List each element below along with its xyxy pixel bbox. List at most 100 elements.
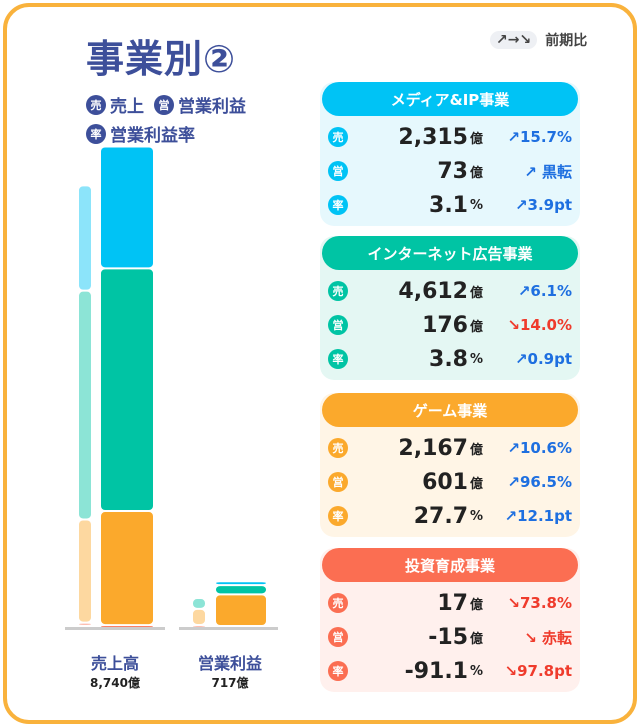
metric-unit: %: [470, 663, 484, 679]
metric-value: 2,315: [398, 124, 468, 150]
metric-unit: 億: [470, 597, 484, 613]
metric-row: 営 176 億 ↘14.0%: [328, 308, 572, 342]
prev-bar-segment: [79, 520, 91, 622]
metric-icon: 営: [328, 472, 348, 492]
metric-unit: 億: [470, 319, 484, 335]
metric-value: -15: [428, 624, 468, 650]
prev-bar-segment: [193, 609, 205, 624]
segment-card: 投資育成事業売 17 億 ↘73.8% 営 -15 億 ↘ 赤転率 -91.1% ↘97.8pt: [320, 548, 580, 692]
legend-label: 営業利益率: [110, 126, 195, 146]
metric-icon: 営: [328, 627, 348, 647]
yoy-change: ↘73.8%: [507, 594, 572, 612]
yoy-change: ↘14.0%: [507, 316, 572, 334]
baseline: [65, 627, 165, 630]
yoy-change: ↗3.9pt: [514, 196, 572, 214]
yoy-change: ↗ 黒転: [524, 162, 572, 181]
metric-unit: 億: [470, 285, 484, 301]
bar-segment: [101, 512, 153, 625]
metric-icon: 売: [328, 438, 348, 458]
metric-icon: 売: [328, 281, 348, 301]
bar-segment: [101, 269, 153, 511]
metric-value: 27.7: [413, 503, 468, 529]
bar-segment: [101, 626, 153, 628]
metric-unit: 億: [470, 476, 484, 492]
prev-bar-segment: [193, 625, 205, 627]
x-label-profit: 営業利益: [197, 654, 262, 673]
metric-row: 営 73 億 ↗ 黒転: [328, 154, 572, 188]
metric-value: 176: [422, 312, 468, 338]
x-label-sales: 売上高: [90, 654, 139, 673]
trend-arrows-icon: ↗→↘: [490, 31, 538, 49]
bar-segment: [216, 595, 266, 625]
legend-label: 売上: [110, 97, 144, 117]
yoy-change: ↘ 赤転: [524, 628, 572, 647]
metric-unit: 億: [470, 631, 484, 647]
metric-value: 4,612: [398, 278, 468, 304]
metric-icon: 率: [328, 195, 348, 215]
metric-icon: 営: [328, 315, 348, 335]
legend-margin: 率営業利益率: [86, 121, 195, 146]
prev-bar-segment: [193, 599, 205, 608]
segment-header: インターネット広告事業: [322, 236, 578, 270]
profit-icon: 営: [154, 94, 174, 115]
prev-bar-segment: [79, 291, 91, 519]
yoy-change: ↗15.7%: [507, 128, 572, 146]
metric-row: 率 3.1% ↗3.9pt: [328, 188, 572, 222]
yoy-change: ↗6.1%: [517, 282, 572, 300]
legend-sales: 売売上営営業利益: [86, 92, 246, 117]
yoy-change: ↗10.6%: [507, 439, 572, 457]
previous-period-legend: ↗→↘ 前期比: [490, 30, 587, 50]
metric-icon: 売: [328, 127, 348, 147]
metric-icon: 率: [328, 661, 348, 681]
segment-card: ゲーム事業売 2,167 億 ↗10.6% 営 601 億 ↗96.5% 率 27.7% ↗12.1…: [320, 393, 580, 537]
metric-value: 601: [422, 469, 468, 495]
legend-label: 営業利益: [178, 97, 246, 117]
prev-label: 前期比: [545, 33, 588, 49]
stacked-bar-chart: [65, 147, 278, 630]
bar-segment: [216, 586, 266, 594]
yoy-change: ↗0.9pt: [514, 350, 572, 368]
metric-row: 売 2,315 億 ↗15.7%: [328, 120, 572, 154]
metric-value: 73: [437, 158, 468, 184]
segment-card: メディア&IP事業売 2,315 億 ↗15.7% 営 73 億 ↗ 黒転率 3.1% ↗3.9p…: [320, 82, 580, 226]
metric-row: 営 601 億 ↗96.5%: [328, 465, 572, 499]
metric-unit: 億: [470, 131, 484, 147]
metric-row: 率 27.7% ↗12.1pt: [328, 499, 572, 533]
metric-unit: 億: [470, 165, 484, 181]
metric-row: 売 2,167 億 ↗10.6%: [328, 431, 572, 465]
bar-segment: [216, 582, 266, 585]
metric-unit: 億: [470, 442, 484, 458]
segment-header: 投資育成事業: [322, 548, 578, 582]
yoy-change: ↗12.1pt: [504, 507, 573, 525]
metric-icon: 営: [328, 161, 348, 181]
total-profit: 717億: [211, 676, 249, 690]
baseline: [179, 627, 278, 630]
page-title: 事業別②: [86, 37, 237, 81]
segment-header: ゲーム事業: [322, 393, 578, 427]
metric-icon: 率: [328, 349, 348, 369]
metric-row: 率 -91.1% ↘97.8pt: [328, 654, 572, 688]
metric-unit: %: [470, 351, 484, 367]
bar-segment: [101, 147, 153, 268]
metric-icon: 率: [328, 506, 348, 526]
metric-unit: %: [470, 197, 484, 213]
metric-unit: %: [470, 508, 484, 524]
margin-icon: 率: [86, 123, 106, 144]
metric-value: 3.1: [429, 192, 468, 218]
metric-value: 2,167: [398, 435, 468, 461]
yoy-change: ↗96.5%: [507, 473, 572, 491]
metric-icon: 売: [328, 593, 348, 613]
yoy-change: ↘97.8pt: [504, 662, 573, 680]
metric-value: 3.8: [429, 346, 468, 372]
total-sales: 8,740億: [90, 676, 140, 690]
segment-header: メディア&IP事業: [322, 82, 578, 116]
metric-value: 17: [437, 590, 468, 616]
metric-row: 売 4,612 億 ↗6.1%: [328, 274, 572, 308]
prev-bar-segment: [79, 623, 91, 625]
metric-row: 営 -15 億 ↘ 赤転: [328, 620, 572, 654]
metric-value: -91.1: [404, 658, 468, 684]
sales-icon: 売: [86, 94, 106, 115]
prev-bar-segment: [79, 186, 91, 290]
segment-card: インターネット広告事業売 4,612 億 ↗6.1% 営 176 億 ↘14.0% 率 3.8% ↗…: [320, 236, 580, 380]
metric-row: 売 17 億 ↘73.8%: [328, 586, 572, 620]
